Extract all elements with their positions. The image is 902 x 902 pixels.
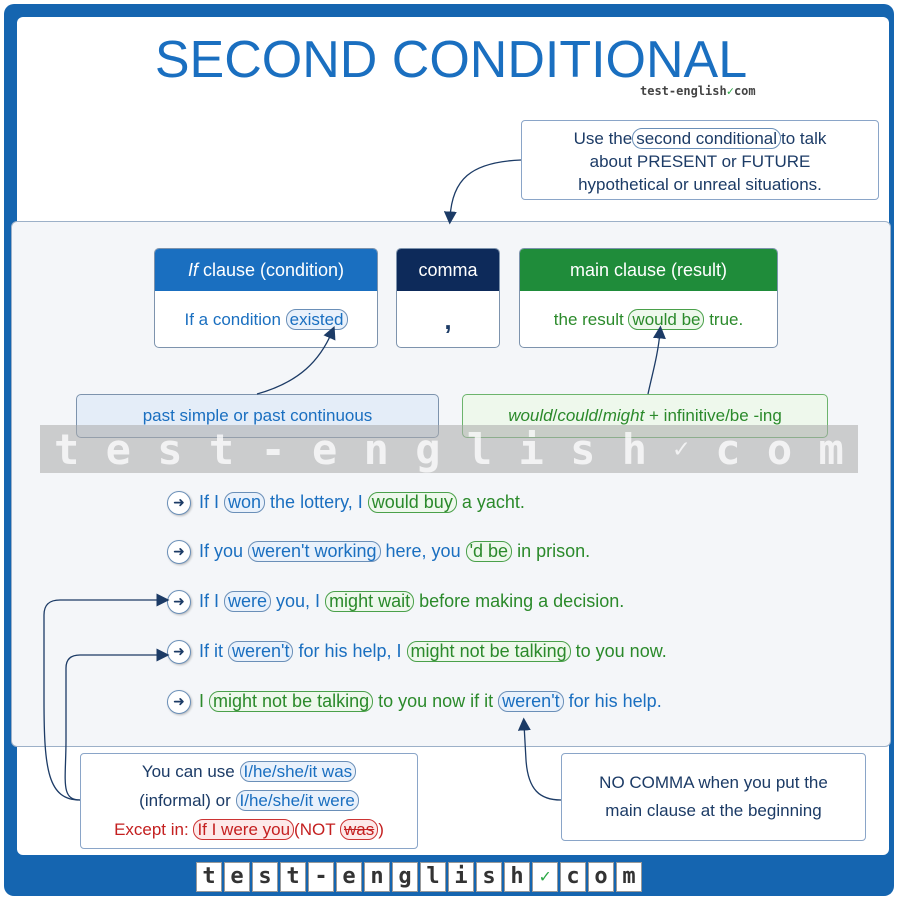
verb-pill: won	[224, 492, 266, 513]
comma-body: ,	[444, 305, 452, 335]
arrow-right-icon: ➜	[167, 491, 191, 516]
brand-subtitle: test-english✓com	[640, 84, 756, 98]
second-conditional-pill: second conditional	[632, 128, 782, 149]
top-note: Use the second conditional to talk about P…	[521, 120, 879, 200]
if-clause-box: If clause (condition) If a condition exi…	[154, 248, 378, 348]
arrow-right-icon: ➜	[167, 690, 191, 715]
example-2: ➜ If you weren't working here, you 'd be …	[167, 536, 590, 566]
arrow-right-icon: ➜	[167, 590, 191, 615]
existed-pill: existed	[285, 309, 348, 330]
modal-pill: might not be talking	[209, 691, 374, 712]
modal-pill: would buy	[367, 492, 457, 513]
watermark: t e s t - e n g l i s h ✓ c o m	[40, 425, 858, 474]
example-3: ➜ If I were you, I might wait before maki…	[167, 586, 624, 616]
were-pill: I/he/she/it were	[235, 790, 359, 811]
arrow-right-icon: ➜	[167, 540, 191, 565]
modal-pill: 'd be	[465, 541, 513, 562]
comma-header: comma	[397, 249, 499, 291]
footer-brand: t e s t - e n g l i s h ✓ c o m	[196, 862, 642, 892]
modal-pill: might not be talking	[406, 641, 571, 662]
main-clause-box: main clause (result) the result would be…	[519, 248, 778, 348]
example-4: ➜ If it weren't for his help, I might not…	[167, 636, 667, 666]
note-was-were: You can use I/he/she/it was (informal) o…	[80, 753, 418, 849]
comma-box: comma ,	[396, 248, 500, 348]
main-clause-body: the result would be true.	[553, 309, 744, 330]
if-i-were-you-pill: If I were you	[193, 819, 295, 840]
if-clause-header: If clause (condition)	[155, 249, 377, 291]
example-1: ➜ If I won the lottery, I would buy a yac…	[167, 487, 525, 517]
verb-pill: weren't	[228, 641, 294, 662]
page-title: SECOND CONDITIONAL	[154, 31, 748, 89]
check-icon: ✓	[532, 862, 558, 892]
would-be-pill: would be	[628, 309, 705, 330]
main-clause-header: main clause (result)	[520, 249, 777, 291]
example-5: ➜ I might not be talking to you now if it…	[167, 686, 662, 716]
verb-pill: were	[224, 591, 272, 612]
was-struck-pill: was	[340, 819, 379, 840]
if-clause-body: If a condition existed	[155, 291, 377, 347]
note-no-comma: NO COMMA when you put the main clause at…	[561, 753, 866, 841]
was-pill: I/he/she/it was	[239, 761, 357, 782]
verb-pill: weren't working	[248, 541, 381, 562]
modal-pill: might wait	[325, 591, 415, 612]
check-icon: ✓	[726, 84, 734, 98]
verb-pill: weren't	[498, 691, 564, 712]
